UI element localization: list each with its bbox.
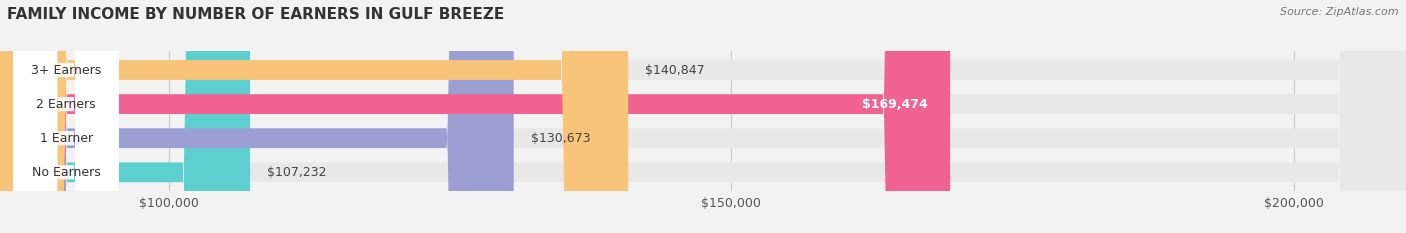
Text: Source: ZipAtlas.com: Source: ZipAtlas.com: [1281, 7, 1399, 17]
Text: $140,847: $140,847: [645, 64, 704, 76]
FancyBboxPatch shape: [0, 0, 628, 233]
FancyBboxPatch shape: [14, 0, 120, 233]
Text: 2 Earners: 2 Earners: [37, 98, 96, 111]
FancyBboxPatch shape: [0, 0, 250, 233]
FancyBboxPatch shape: [14, 0, 120, 233]
Text: 3+ Earners: 3+ Earners: [31, 64, 101, 76]
Text: 1 Earner: 1 Earner: [39, 132, 93, 145]
FancyBboxPatch shape: [0, 0, 950, 233]
FancyBboxPatch shape: [14, 0, 120, 233]
Text: $130,673: $130,673: [530, 132, 591, 145]
Text: No Earners: No Earners: [32, 166, 101, 179]
Text: $169,474: $169,474: [862, 98, 928, 111]
Text: $107,232: $107,232: [267, 166, 326, 179]
FancyBboxPatch shape: [0, 0, 513, 233]
FancyBboxPatch shape: [14, 0, 120, 233]
Text: FAMILY INCOME BY NUMBER OF EARNERS IN GULF BREEZE: FAMILY INCOME BY NUMBER OF EARNERS IN GU…: [7, 7, 505, 22]
